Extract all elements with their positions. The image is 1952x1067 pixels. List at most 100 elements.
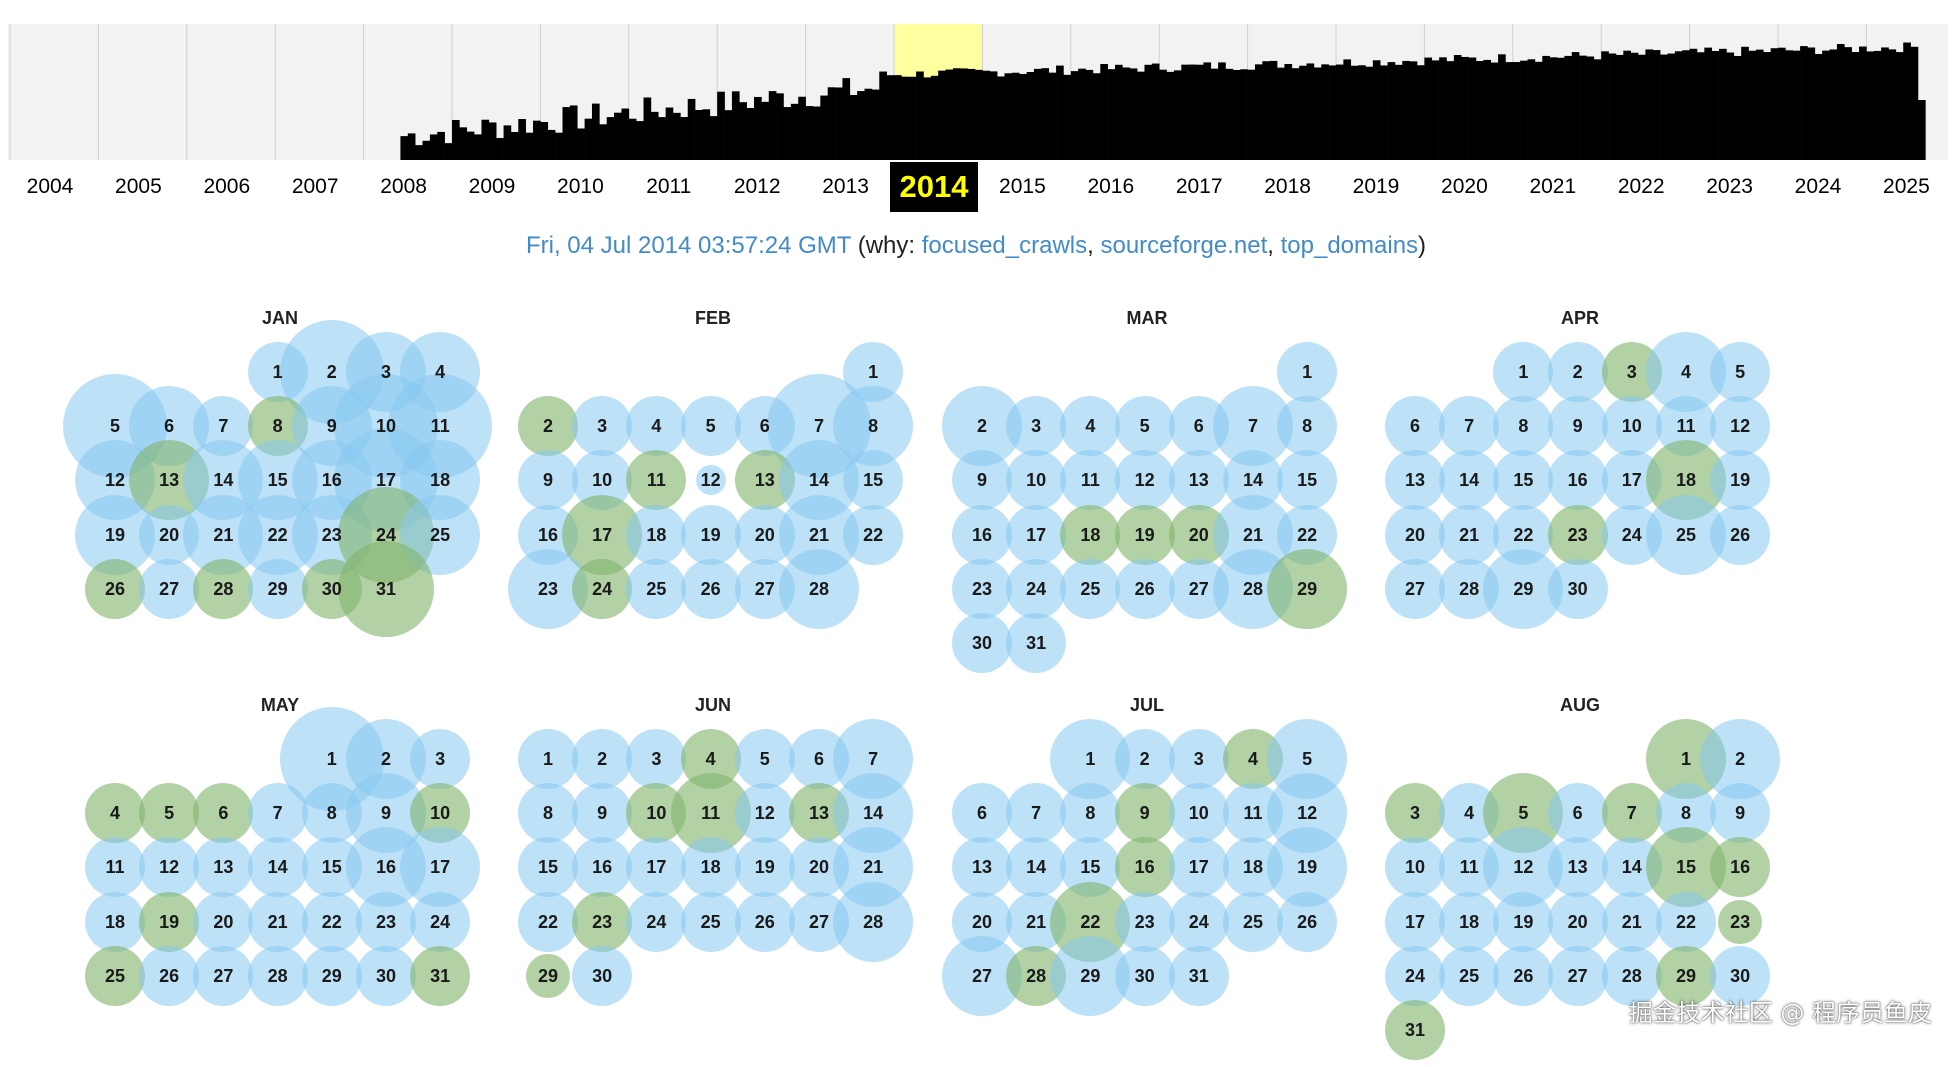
calendar-day-aug-25[interactable]: 25 bbox=[1459, 965, 1480, 986]
calendar-day-may-24[interactable]: 24 bbox=[430, 911, 451, 932]
reason-link-sourceforge[interactable]: sourceforge.net bbox=[1100, 232, 1268, 259]
calendar-day-mar-13[interactable]: 13 bbox=[1188, 470, 1209, 491]
calendar-day-jun-3[interactable]: 3 bbox=[651, 749, 662, 769]
calendar-day-apr-15[interactable]: 15 bbox=[1513, 470, 1534, 491]
calendar-day-jun-17[interactable]: 17 bbox=[646, 857, 667, 878]
calendar-day-apr-25[interactable]: 25 bbox=[1675, 524, 1697, 545]
year-2013[interactable]: 2013 bbox=[822, 175, 869, 198]
calendar-day-jul-17[interactable]: 17 bbox=[1188, 857, 1209, 878]
calendar-day-may-17[interactable]: 17 bbox=[430, 857, 451, 878]
calendar-day-may-27[interactable]: 27 bbox=[213, 965, 234, 986]
calendar-day-jun-8[interactable]: 8 bbox=[542, 803, 553, 824]
calendar-day-feb-1[interactable]: 1 bbox=[868, 362, 879, 382]
calendar-day-jul-5[interactable]: 5 bbox=[1302, 749, 1313, 769]
year-2016[interactable]: 2016 bbox=[1087, 175, 1135, 198]
calendar-day-feb-21[interactable]: 21 bbox=[808, 524, 830, 545]
calendar-day-feb-22[interactable]: 22 bbox=[863, 524, 884, 545]
calendar-day-aug-28[interactable]: 28 bbox=[1621, 965, 1642, 986]
calendar-day-jul-29[interactable]: 29 bbox=[1080, 965, 1101, 986]
calendar-day-jun-21[interactable]: 21 bbox=[863, 857, 884, 878]
year-2005[interactable]: 2005 bbox=[115, 175, 162, 198]
calendar-day-jul-25[interactable]: 25 bbox=[1242, 911, 1264, 932]
calendar-day-jul-3[interactable]: 3 bbox=[1193, 749, 1204, 769]
year-2010[interactable]: 2010 bbox=[557, 175, 604, 198]
calendar-day-apr-10[interactable]: 10 bbox=[1621, 416, 1642, 437]
calendar-day-mar-8[interactable]: 8 bbox=[1302, 416, 1313, 437]
calendar-day-jun-19[interactable]: 19 bbox=[754, 857, 775, 878]
calendar-day-jan-25[interactable]: 25 bbox=[430, 524, 451, 545]
calendar-day-may-28[interactable]: 28 bbox=[267, 965, 288, 986]
year-2004[interactable]: 2004 bbox=[26, 175, 74, 198]
calendar-day-apr-1[interactable]: 1 bbox=[1518, 362, 1529, 382]
calendar-day-may-14[interactable]: 14 bbox=[267, 857, 288, 878]
calendar-day-feb-10[interactable]: 10 bbox=[592, 470, 613, 491]
calendar-day-mar-11[interactable]: 11 bbox=[1080, 470, 1100, 491]
calendar-day-may-30[interactable]: 30 bbox=[375, 965, 397, 986]
calendar-day-jun-15[interactable]: 15 bbox=[537, 857, 559, 878]
year-2006[interactable]: 2006 bbox=[203, 175, 251, 198]
calendar-day-aug-26[interactable]: 26 bbox=[1513, 965, 1534, 986]
calendar-day-mar-18[interactable]: 18 bbox=[1080, 524, 1101, 545]
year-2012[interactable]: 2012 bbox=[733, 175, 781, 198]
capture-histogram[interactable] bbox=[8, 24, 1948, 160]
calendar-day-jun-9[interactable]: 9 bbox=[597, 803, 608, 824]
calendar-day-mar-23[interactable]: 23 bbox=[971, 578, 993, 599]
calendar-day-mar-4[interactable]: 4 bbox=[1085, 416, 1096, 437]
calendar-day-mar-31[interactable]: 31 bbox=[1026, 633, 1047, 653]
calendar-day-may-16[interactable]: 16 bbox=[375, 857, 397, 878]
calendar-day-aug-18[interactable]: 18 bbox=[1459, 911, 1480, 932]
calendar-day-feb-14[interactable]: 14 bbox=[808, 470, 830, 491]
calendar-day-aug-22[interactable]: 22 bbox=[1675, 911, 1697, 932]
year-2019[interactable]: 2019 bbox=[1352, 175, 1400, 198]
calendar-day-may-31[interactable]: 31 bbox=[430, 965, 451, 986]
calendar-day-aug-23[interactable]: 23 bbox=[1730, 911, 1751, 932]
calendar-day-aug-2[interactable]: 2 bbox=[1735, 749, 1746, 769]
calendar-day-aug-5[interactable]: 5 bbox=[1518, 803, 1529, 824]
capture-timestamp-link[interactable]: Fri, 04 Jul 2014 03:57:24 GMT bbox=[525, 232, 852, 259]
calendar-day-aug-16[interactable]: 16 bbox=[1730, 857, 1751, 878]
calendar-day-mar-17[interactable]: 17 bbox=[1026, 524, 1047, 545]
calendar-day-aug-1[interactable]: 1 bbox=[1680, 749, 1691, 769]
calendar-day-jul-4[interactable]: 4 bbox=[1247, 749, 1258, 769]
calendar-day-jul-13[interactable]: 13 bbox=[971, 857, 993, 878]
calendar-day-feb-8[interactable]: 8 bbox=[868, 416, 879, 437]
calendar-day-jun-18[interactable]: 18 bbox=[700, 857, 721, 878]
calendar-day-jun-5[interactable]: 5 bbox=[759, 749, 770, 769]
calendar-day-aug-29[interactable]: 29 bbox=[1675, 965, 1697, 986]
calendar-day-jul-7[interactable]: 7 bbox=[1031, 803, 1042, 824]
calendar-day-jan-7[interactable]: 7 bbox=[218, 416, 229, 437]
calendar-day-feb-26[interactable]: 26 bbox=[700, 578, 721, 599]
calendar-day-mar-21[interactable]: 21 bbox=[1242, 524, 1264, 545]
calendar-day-apr-29[interactable]: 29 bbox=[1513, 578, 1534, 599]
calendar-day-jul-14[interactable]: 14 bbox=[1026, 857, 1047, 878]
calendar-day-mar-12[interactable]: 12 bbox=[1134, 470, 1155, 491]
reason-link-top-domains[interactable]: top_domains bbox=[1280, 232, 1419, 259]
calendar-day-apr-21[interactable]: 21 bbox=[1459, 524, 1480, 545]
calendar-day-apr-12[interactable]: 12 bbox=[1730, 416, 1751, 437]
calendar-day-jul-28[interactable]: 28 bbox=[1026, 965, 1047, 986]
calendar-day-apr-2[interactable]: 2 bbox=[1572, 362, 1583, 382]
calendar-day-jan-2[interactable]: 2 bbox=[326, 362, 337, 382]
calendar-day-mar-5[interactable]: 5 bbox=[1139, 416, 1150, 437]
calendar-day-feb-20[interactable]: 20 bbox=[754, 524, 775, 545]
calendar-day-may-15[interactable]: 15 bbox=[321, 857, 342, 878]
calendar-day-jul-21[interactable]: 21 bbox=[1026, 911, 1047, 932]
calendar-day-aug-17[interactable]: 17 bbox=[1404, 911, 1426, 932]
calendar-day-may-20[interactable]: 20 bbox=[213, 911, 234, 932]
calendar-day-mar-28[interactable]: 28 bbox=[1242, 578, 1264, 599]
calendar-day-jan-28[interactable]: 28 bbox=[213, 578, 234, 599]
calendar-day-jan-14[interactable]: 14 bbox=[213, 470, 234, 491]
calendar-day-apr-6[interactable]: 6 bbox=[1409, 416, 1420, 437]
calendar-day-jun-29[interactable]: 29 bbox=[537, 965, 559, 986]
calendar-day-jul-2[interactable]: 2 bbox=[1139, 749, 1150, 769]
year-2015[interactable]: 2015 bbox=[999, 175, 1046, 198]
calendar-day-aug-27[interactable]: 27 bbox=[1567, 965, 1588, 986]
calendar-day-may-3[interactable]: 3 bbox=[435, 749, 446, 769]
calendar-day-feb-5[interactable]: 5 bbox=[705, 416, 716, 437]
calendar-day-jan-10[interactable]: 10 bbox=[375, 416, 397, 437]
calendar-day-jun-24[interactable]: 24 bbox=[646, 911, 667, 932]
calendar-day-aug-11[interactable]: 11 bbox=[1459, 857, 1479, 878]
calendar-day-jul-6[interactable]: 6 bbox=[976, 803, 987, 824]
calendar-day-jan-22[interactable]: 22 bbox=[267, 524, 288, 545]
calendar-day-jan-3[interactable]: 3 bbox=[380, 362, 391, 382]
